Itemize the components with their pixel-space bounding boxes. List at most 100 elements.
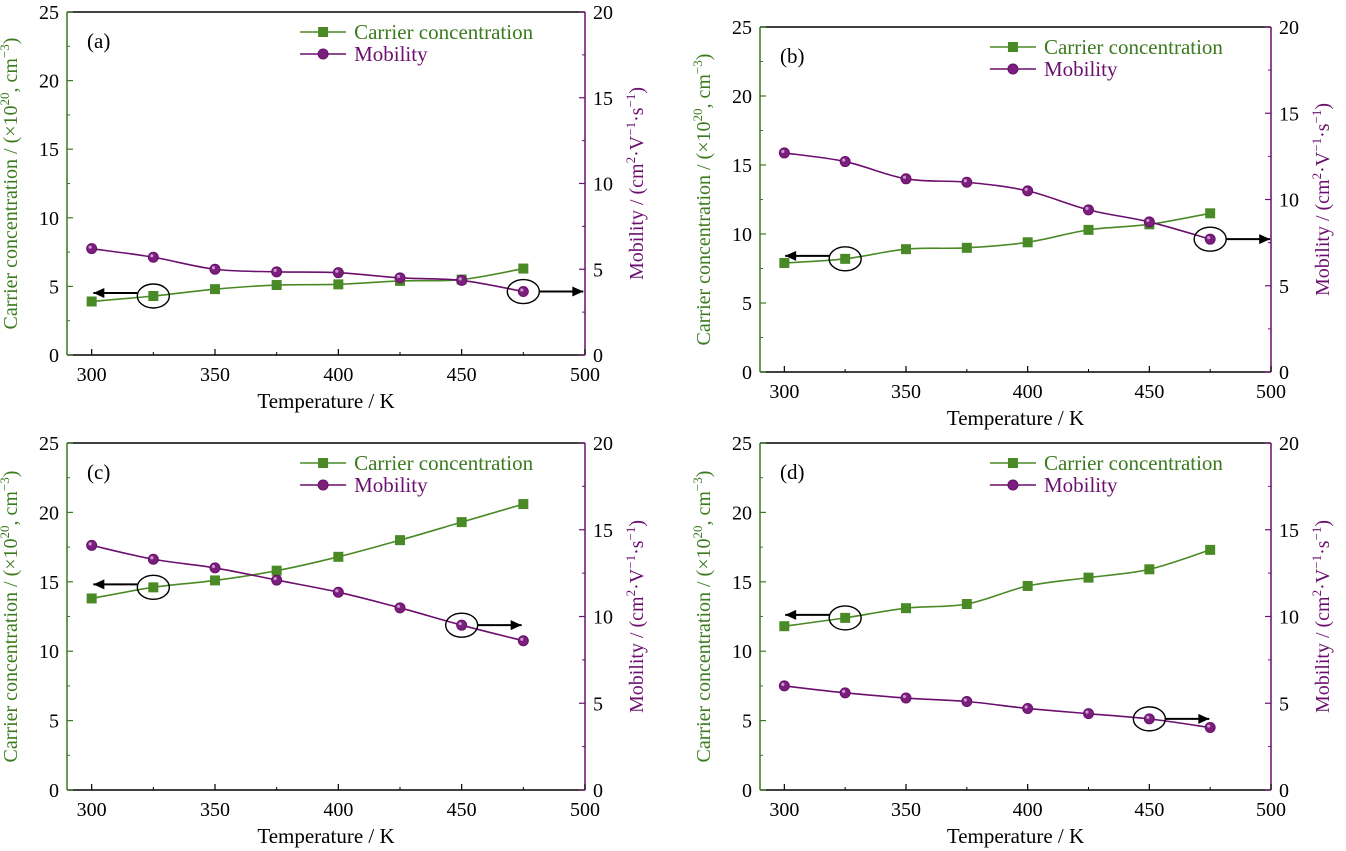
- data-point-highlight: [211, 564, 216, 569]
- x-tick-label: 400: [323, 364, 353, 386]
- data-point-mobility: [961, 176, 973, 188]
- data-point-mobility: [517, 286, 529, 298]
- annotation-arrow-1-head: [510, 620, 522, 631]
- y-left-tick-label: 25: [732, 433, 752, 455]
- data-point-mobility: [961, 696, 973, 708]
- legend-label-mobility: Mobility: [1044, 473, 1118, 497]
- y-left-axis-label: Carrier concentration / (×1020, cm−3): [690, 54, 715, 346]
- y-left-tick-label: 20: [39, 71, 59, 93]
- legend-marker-carrier: [318, 458, 329, 468]
- y-left-tick-label: 10: [39, 208, 59, 230]
- data-point-highlight: [273, 576, 277, 581]
- data-point-carrier: [333, 551, 344, 562]
- data-point-mobility: [900, 692, 912, 704]
- panel-label: (c): [87, 460, 110, 484]
- data-point-mobility: [147, 553, 159, 565]
- legend-marker-mobility: [1007, 63, 1019, 75]
- x-axis-label: Temperature / K: [257, 824, 394, 848]
- panel-label: (a): [87, 29, 110, 53]
- data-point-carrier: [518, 499, 529, 510]
- annotation-ellipse: [828, 246, 862, 272]
- annotation-ellipse: [136, 574, 171, 601]
- y-right-tick-label: 5: [593, 259, 603, 281]
- annotation-arrow-1-head: [1198, 713, 1210, 724]
- data-point-carrier: [148, 582, 159, 593]
- legend-marker-mobility: [317, 48, 329, 60]
- data-point-mobility: [456, 619, 468, 631]
- panel-3: 300 350 400 450 500051015202505101520Tempera…: [690, 433, 1334, 848]
- x-tick-label: 400: [323, 799, 353, 821]
- data-point-mobility: [86, 243, 98, 255]
- legend-marker-mobility: [1007, 479, 1019, 491]
- data-point-highlight: [963, 698, 967, 702]
- data-point-carrier: [333, 279, 344, 290]
- y-right-axis-label: Mobility / (cm2·V−1·s−1): [1309, 520, 1334, 713]
- x-tick-label: 500: [570, 799, 600, 821]
- y-left-tick-label: 0: [742, 780, 752, 802]
- y-left-tick-label: 5: [49, 711, 59, 733]
- data-point-highlight: [1207, 236, 1211, 240]
- data-point-carrier: [456, 517, 467, 528]
- y-left-tick-label: 5: [742, 711, 752, 733]
- data-point-carrier: [840, 253, 851, 264]
- data-point-highlight: [1024, 705, 1028, 709]
- data-point-mobility: [1083, 708, 1094, 720]
- y-right-tick-label: 0: [1279, 780, 1289, 802]
- y-left-tick-label: 10: [732, 224, 752, 246]
- annotation-arrow-1-head: [1259, 234, 1271, 245]
- annotation-ellipse: [136, 283, 171, 309]
- data-point-highlight: [842, 158, 846, 162]
- y-right-tick-label: 5: [1279, 693, 1289, 715]
- y-right-tick-label: 10: [1279, 607, 1299, 629]
- data-point-highlight: [458, 622, 462, 626]
- data-point-carrier: [1083, 224, 1094, 235]
- series-line-0: [784, 549, 1211, 628]
- data-point-carrier: [779, 621, 790, 632]
- y-right-tick-label: 10: [593, 174, 613, 196]
- y-left-tick-label: 25: [39, 2, 59, 24]
- y-left-tick-label: 20: [732, 86, 752, 108]
- y-right-tick-label: 20: [1279, 433, 1299, 455]
- data-point-carrier: [210, 284, 220, 295]
- y-left-tick-label: 0: [49, 345, 59, 367]
- x-tick-label: 400: [1013, 381, 1043, 403]
- legend-label-mobility: Mobility: [1044, 57, 1118, 81]
- data-point-carrier: [86, 593, 97, 604]
- annotation-arrow-0-head: [785, 250, 797, 261]
- x-tick-label: 350: [200, 799, 230, 821]
- y-right-tick-label: 0: [593, 780, 603, 802]
- data-point-mobility: [394, 602, 406, 614]
- y-right-tick-label: 10: [1279, 190, 1299, 212]
- x-tick-label: 450: [447, 364, 477, 386]
- x-tick-label: 350: [891, 381, 921, 403]
- y-left-tick-label: 15: [39, 572, 59, 594]
- legend-marker-carrier: [1007, 42, 1018, 52]
- data-point-mobility: [209, 263, 221, 275]
- legend-label-carrier: Carrier concentration: [1044, 451, 1223, 475]
- y-left-tick-label: 0: [742, 362, 752, 384]
- x-tick-label: 300: [77, 364, 107, 386]
- y-left-tick-label: 20: [732, 502, 752, 524]
- data-point-carrier: [1144, 564, 1155, 575]
- data-point-carrier: [961, 242, 972, 253]
- panel-label: (d): [780, 460, 805, 484]
- panel-label: (b): [780, 44, 805, 68]
- data-point-carrier: [1205, 544, 1216, 555]
- data-point-highlight: [1146, 715, 1150, 719]
- y-left-tick-label: 5: [742, 293, 752, 315]
- annotation-arrow-0-head: [93, 288, 105, 299]
- data-point-mobility: [839, 156, 851, 168]
- y-left-tick-label: 5: [49, 276, 59, 298]
- x-tick-label: 450: [447, 799, 477, 821]
- data-point-highlight: [520, 288, 524, 292]
- y-left-tick-label: 15: [732, 572, 752, 594]
- data-point-mobility: [517, 635, 529, 647]
- x-tick-label: 350: [891, 799, 921, 821]
- data-point-mobility: [332, 267, 344, 279]
- y-left-tick-label: 25: [732, 17, 752, 39]
- x-axis-label: Temperature / K: [947, 406, 1084, 430]
- y-right-axis-label: Mobility / (cm2·V−1·s−1): [623, 520, 648, 713]
- legend-marker-carrier: [318, 27, 329, 37]
- data-point-highlight: [458, 277, 462, 281]
- y-right-tick-label: 5: [593, 693, 603, 715]
